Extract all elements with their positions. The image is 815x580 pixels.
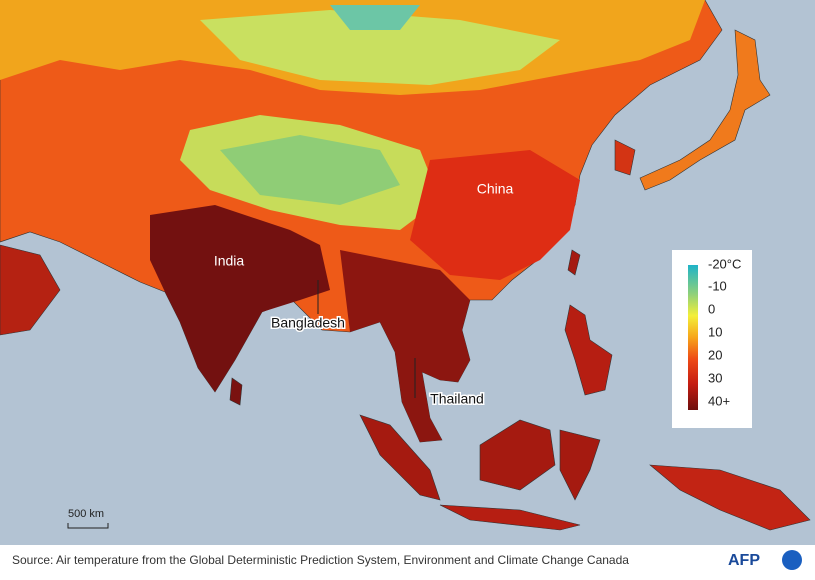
labels: India China Bangladesh Thailand xyxy=(214,181,514,409)
legend-label: -10 xyxy=(708,278,727,293)
logo-dot xyxy=(782,550,802,570)
scale-bar: 500 km xyxy=(67,508,109,529)
legend-label: 20 xyxy=(708,347,722,362)
country-label: China xyxy=(477,181,514,197)
legend: -20°C -10 0 10 20 30 40+ xyxy=(672,250,752,428)
country-label: Bangladesh xyxy=(271,315,345,331)
scale-line xyxy=(67,523,109,529)
scale-label: 500 km xyxy=(68,508,104,520)
legend-label: 30 xyxy=(708,370,722,385)
legend-label: -20°C xyxy=(708,256,741,271)
legend-ramp xyxy=(688,265,698,410)
legend-label: 40+ xyxy=(708,393,730,408)
country-label: Thailand xyxy=(430,391,484,407)
footer xyxy=(0,545,815,575)
legend-label: 0 xyxy=(708,301,715,316)
land xyxy=(0,0,811,531)
logo: AFP xyxy=(728,552,760,569)
legend-box xyxy=(672,250,752,428)
legend-label: 10 xyxy=(708,324,722,339)
source: Source: Air temperature from the Global … xyxy=(12,553,629,567)
country-label: India xyxy=(214,253,245,269)
